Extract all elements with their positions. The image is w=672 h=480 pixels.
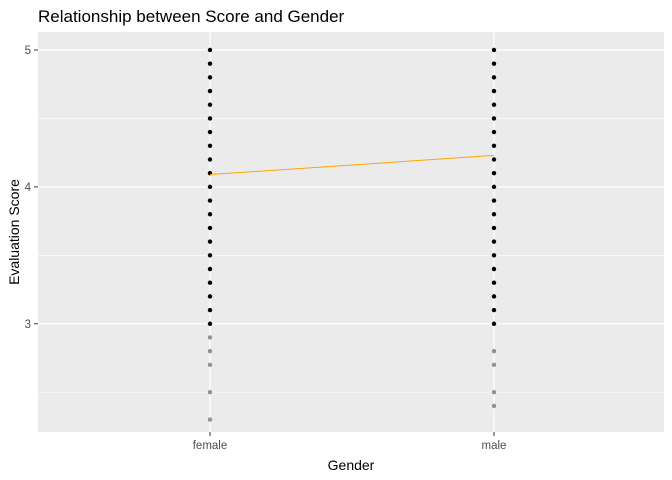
data-point	[491, 47, 497, 53]
data-point	[207, 61, 213, 66]
data-point	[207, 47, 213, 53]
data-point	[491, 239, 497, 244]
data-point	[207, 157, 213, 162]
data-point	[207, 102, 213, 107]
y-tick-label: 3	[25, 319, 31, 331]
data-point	[491, 129, 497, 135]
data-point	[491, 102, 497, 107]
plot-panel	[38, 32, 664, 432]
data-point	[207, 307, 213, 313]
data-point	[491, 403, 497, 409]
y-tick-label: 4	[25, 182, 32, 194]
y-axis: 3 4 5	[25, 45, 38, 331]
data-point	[491, 116, 497, 121]
x-tick-label: female	[193, 440, 228, 452]
trend-line	[209, 154, 495, 176]
x-axis: female male	[193, 432, 507, 452]
data-point	[491, 184, 497, 190]
data-point	[207, 239, 213, 244]
data-point	[207, 335, 213, 340]
y-tick-label: 5	[25, 45, 31, 57]
data-point	[207, 266, 213, 272]
data-point	[491, 307, 497, 313]
trend-line-group	[209, 154, 495, 176]
data-point	[491, 170, 497, 176]
data-point	[491, 212, 497, 217]
data-point	[491, 266, 497, 272]
data-point	[207, 184, 213, 190]
chart-title: Relationship between Score and Gender	[38, 7, 345, 26]
data-point	[207, 321, 213, 326]
x-axis-title: Gender	[328, 457, 375, 473]
data-point	[207, 88, 213, 94]
data-point	[491, 389, 497, 395]
data-point	[491, 157, 497, 162]
data-point	[491, 294, 497, 299]
data-point	[207, 417, 213, 422]
data-point	[207, 253, 213, 258]
data-point	[207, 389, 213, 395]
data-point	[207, 129, 213, 135]
data-point	[207, 143, 213, 149]
data-point	[207, 280, 213, 285]
data-point	[491, 362, 497, 368]
major-gridlines	[38, 32, 664, 432]
data-point	[207, 198, 213, 203]
data-point	[491, 253, 497, 258]
data-point	[491, 61, 497, 66]
data-point	[207, 212, 213, 217]
data-point	[491, 143, 497, 149]
data-point	[207, 225, 213, 231]
data-point	[491, 75, 497, 80]
data-points	[207, 47, 497, 422]
data-point	[491, 348, 497, 354]
data-point	[207, 75, 213, 80]
data-point	[491, 198, 497, 203]
data-point	[491, 88, 497, 94]
data-point	[491, 225, 497, 231]
y-axis-title: Evaluation Score	[6, 179, 22, 285]
data-point	[491, 321, 497, 326]
minor-gridlines	[38, 118, 664, 393]
x-tick-label: male	[482, 440, 507, 452]
data-point	[491, 280, 497, 285]
data-point	[207, 116, 213, 121]
data-point	[207, 348, 213, 354]
data-point	[207, 294, 213, 299]
data-point	[207, 362, 213, 368]
